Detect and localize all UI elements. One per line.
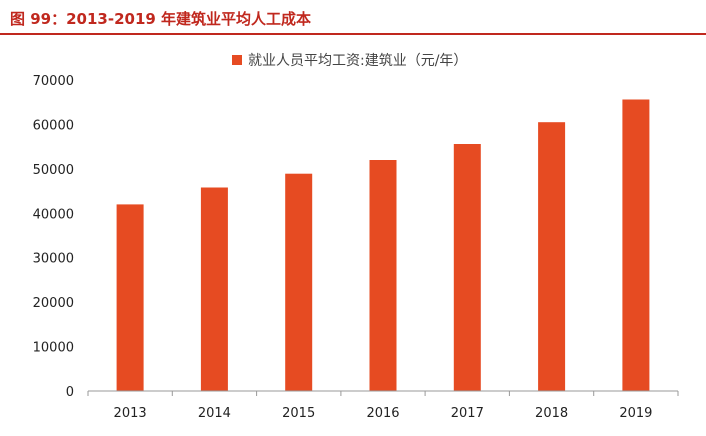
x-tick-label: 2018: [535, 406, 568, 421]
y-tick-label: 30000: [33, 252, 74, 267]
y-tick-label: 10000: [33, 341, 74, 356]
y-tick-label: 50000: [33, 163, 74, 178]
y-tick-label: 70000: [33, 74, 74, 89]
x-tick-label: 2017: [451, 406, 484, 421]
bar-2013: [116, 204, 144, 391]
y-tick-label: 20000: [33, 296, 74, 311]
y-tick-label: 40000: [33, 207, 74, 222]
legend-label: 就业人员平均工资:建筑业（元/年）: [248, 53, 467, 69]
bar-2015: [285, 173, 313, 391]
bars: [116, 99, 650, 391]
y-tick-label: 0: [66, 385, 74, 400]
y-axis-ticks: 0 10000 20000 30000 40000 50000 60000 70000: [33, 74, 74, 400]
x-tick-label: 2019: [619, 406, 652, 421]
bar-2019: [622, 99, 650, 391]
figure-title: 图 99：2013-2019 年建筑业平均人工成本: [10, 10, 312, 28]
title-rule: [0, 33, 706, 35]
x-tick-label: 2014: [198, 406, 231, 421]
x-tick-label: 2013: [114, 406, 147, 421]
bar-2016: [369, 160, 397, 391]
y-tick-label: 60000: [33, 118, 74, 133]
bar-2017: [453, 144, 481, 391]
x-axis-ticks: 2013 2014 2015 2016 2017 2018 2019: [87, 391, 679, 421]
x-tick-label: 2016: [366, 406, 399, 421]
x-tick-label: 2015: [282, 406, 315, 421]
bar-2018: [538, 122, 566, 391]
bar-2014: [200, 187, 228, 391]
legend: 就业人员平均工资:建筑业（元/年）: [232, 53, 467, 69]
legend-swatch: [232, 55, 242, 65]
